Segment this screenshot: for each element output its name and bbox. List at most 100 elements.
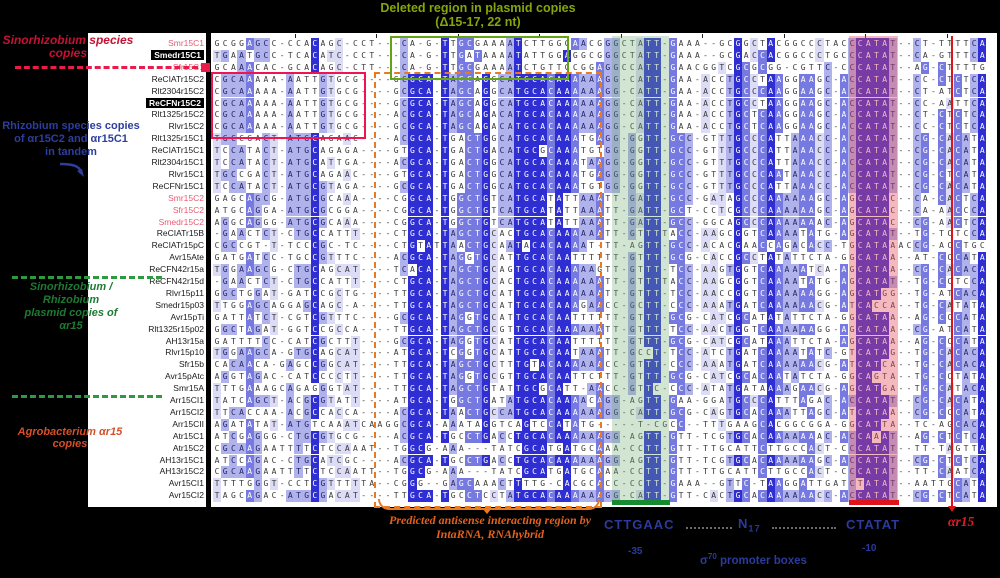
sequence-label: Avr15CI1	[168, 478, 204, 489]
red-group-line2: copies	[48, 46, 87, 60]
sequence-label: Avr15pAtc	[164, 371, 204, 382]
sequence-label: Atr15C2	[172, 442, 204, 453]
alignment-tick	[946, 34, 948, 38]
spacer-dots-right	[772, 527, 836, 529]
alignment-tick	[457, 34, 459, 38]
tss-line	[951, 36, 954, 506]
red-group-annotation: Sinorhizobium species copies	[2, 34, 134, 60]
orange-group-line1: Agrobacterium αr15 copies	[17, 426, 123, 450]
tss-arrow-icon	[948, 506, 957, 512]
srna-start-label: αr15	[948, 514, 975, 529]
sequence-label: ReCFNr15C2	[90, 97, 204, 110]
green-dashed-leader-1	[12, 276, 162, 279]
blue-group-annotation: Rhizobium species copies of αr15C2 and α…	[2, 120, 140, 181]
sequence-label: Sfr15b	[178, 359, 204, 370]
sequence-label: Arr15CI1	[169, 395, 204, 405]
minus10-underline-bar	[849, 500, 899, 505]
alignment-tick	[620, 34, 622, 38]
sequence-label: AH13r15C1	[159, 454, 204, 465]
blue-group-line2: of αr15C2 and αr15C1	[14, 133, 128, 145]
promoter-minus10-seq: CTATAT	[846, 517, 901, 532]
red-connector-square	[201, 63, 210, 72]
alignment-tick	[702, 34, 703, 38]
minus35-underline-bar	[612, 500, 670, 505]
green-dashed-leader-2	[12, 395, 162, 398]
sequence-label: Smr15A	[173, 383, 204, 394]
sequence-label: AH13r15C2	[159, 466, 204, 477]
sequence-label: Smr15C1	[168, 38, 204, 48]
sequence-label: Avr15CI2	[168, 490, 204, 501]
alignment-tick	[783, 34, 785, 38]
sequence-label: Rlt1325r15p02	[148, 323, 204, 334]
sequence-label: AH13r15a	[165, 335, 204, 346]
minus35-label: -35	[628, 546, 643, 557]
blue-group-line1: Rhizobium species copies	[2, 120, 140, 132]
sequence-label: Rlvr15C2	[168, 121, 204, 132]
antisense-region-annotation: Predicted antisense interacting region b…	[380, 513, 600, 541]
green-group-line3: αr15	[59, 320, 83, 332]
sequence-label: Smedr15C2	[158, 216, 204, 227]
orange-group-annotation: Agrobacterium αr15 copies	[0, 426, 140, 450]
sequence-label: Arr15CII	[172, 418, 204, 429]
antisense-line1: Predicted antisense interacting region b…	[389, 513, 591, 527]
sequence-label: Avr15pTi	[170, 311, 204, 322]
red-dashed-leader	[15, 66, 207, 69]
sequence-label: Smedr15p03	[155, 299, 204, 310]
green-group-line1: Sinorhizobium / Rhizobium	[29, 281, 113, 306]
green-group-line2: plasmid copies of	[24, 307, 118, 319]
spacer-17: 17	[748, 523, 761, 534]
sequence-label: ReCIATr15B	[156, 228, 204, 239]
sequence-label: Rlt2304r15C1	[151, 157, 204, 167]
tandem-arrow-icon	[2, 161, 140, 181]
minus10-label: -10	[862, 543, 877, 554]
spacer-n17: N17	[738, 516, 761, 534]
sequence-label: Avr15Ate	[169, 252, 204, 263]
antisense-line2: IntaRNA, RNAhybrid	[435, 527, 545, 541]
sequence-label: Rlvr15p10	[165, 347, 204, 358]
sequence-label: ReCIATr15C1	[151, 145, 204, 156]
sequence-label: Sfr15C2	[172, 204, 204, 215]
promoter-minus35-seq: CTTGAAC	[604, 517, 675, 532]
sequence-label: Rlvr15C1	[168, 168, 204, 179]
sequence-label: Smedr15C1	[90, 49, 204, 62]
label-panel	[88, 33, 206, 507]
sequence-label: ReCFNr15C1	[152, 180, 205, 191]
deleted-region-line1: Deleted region in plasmid copies	[380, 1, 576, 15]
alignment-tick	[539, 34, 540, 38]
sequence-label: Rlt1325r15C2	[151, 109, 204, 120]
sequence-label: Rlvr15p11	[165, 287, 204, 298]
sequence-label: Smr15C2	[168, 192, 204, 203]
